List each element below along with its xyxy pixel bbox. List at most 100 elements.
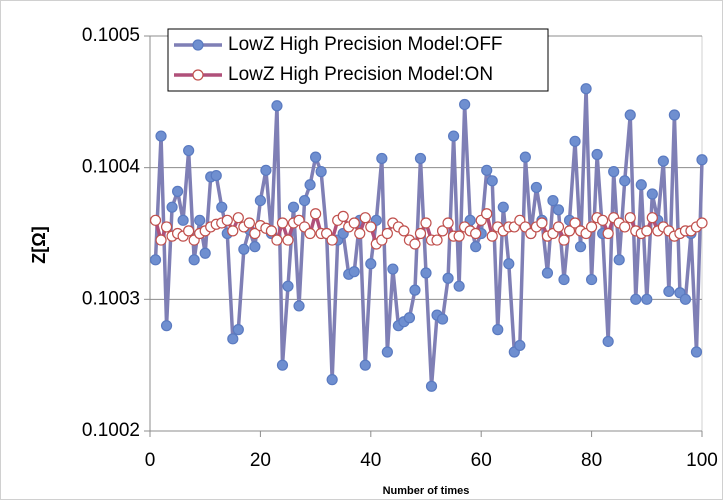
series-marker — [172, 185, 184, 197]
series-marker — [227, 333, 239, 345]
series-marker — [221, 214, 233, 226]
series-marker — [414, 152, 427, 165]
series-marker — [243, 217, 255, 229]
series-marker — [431, 234, 443, 246]
series-marker — [365, 221, 377, 233]
series-marker — [293, 300, 305, 312]
series-marker — [232, 324, 244, 336]
series-marker — [387, 263, 399, 275]
series-marker — [337, 210, 349, 222]
series-marker — [359, 359, 371, 371]
series-marker — [238, 243, 250, 255]
series-marker — [199, 247, 211, 259]
x-axis-label: Number of times — [383, 485, 470, 497]
series-marker — [298, 194, 311, 207]
y-tick-label: 0.1005 — [82, 25, 140, 46]
series-marker — [376, 152, 388, 165]
series-marker — [580, 83, 592, 95]
series-marker — [166, 201, 178, 213]
series-marker — [641, 225, 653, 237]
series-marker — [569, 217, 581, 229]
series-marker — [619, 221, 631, 233]
series-marker — [585, 273, 598, 286]
series-marker — [663, 285, 675, 298]
series-marker — [668, 109, 681, 121]
legend-marker — [192, 39, 204, 51]
series-marker — [282, 280, 294, 292]
series-marker — [635, 179, 647, 191]
series-marker — [149, 254, 162, 266]
series-marker — [585, 221, 598, 233]
series-marker — [547, 194, 559, 207]
series-marker — [398, 225, 410, 237]
series-marker — [254, 194, 266, 207]
series-marker — [646, 188, 658, 200]
series-marker — [641, 293, 653, 305]
series-line — [153, 86, 704, 388]
series-marker — [602, 227, 614, 240]
series-marker — [514, 339, 526, 352]
series-marker — [470, 227, 482, 240]
series-marker — [453, 280, 465, 292]
series-marker — [602, 335, 614, 348]
series-marker — [359, 212, 371, 224]
series-marker — [442, 217, 454, 229]
legend-label: LowZ High Precision Model:OFF — [228, 34, 503, 55]
series-marker — [326, 234, 338, 246]
series-marker — [348, 266, 360, 278]
series-marker — [287, 201, 300, 213]
series-marker — [569, 135, 581, 147]
series-marker — [436, 313, 449, 325]
series-marker — [183, 144, 195, 157]
series-marker — [541, 267, 554, 279]
series-marker — [558, 234, 570, 246]
series-marker — [657, 155, 669, 167]
series-marker — [420, 217, 432, 229]
series-marker — [160, 221, 173, 233]
y-tick-label: 0.1004 — [82, 157, 141, 178]
series-marker — [486, 175, 498, 187]
series-marker — [310, 208, 322, 220]
series-marker — [558, 273, 570, 286]
series-marker — [381, 227, 393, 240]
series-marker — [519, 151, 531, 163]
series-marker — [403, 312, 416, 324]
series-marker — [409, 238, 421, 250]
series-marker — [536, 217, 548, 229]
series-marker — [315, 166, 327, 178]
series-marker — [448, 130, 460, 142]
series-marker — [183, 225, 195, 237]
series-marker — [696, 217, 708, 229]
series-marker — [276, 359, 289, 371]
series-marker — [210, 169, 222, 182]
series-marker — [696, 154, 708, 166]
x-tick-label: 100 — [686, 450, 718, 471]
series-marker — [409, 284, 421, 296]
series-marker — [304, 227, 316, 240]
series-marker — [271, 234, 283, 246]
series-marker — [492, 324, 504, 336]
series-marker — [453, 230, 465, 242]
series-marker — [227, 225, 239, 237]
series-marker — [310, 151, 322, 163]
series-marker — [304, 179, 316, 191]
series-marker — [646, 212, 658, 224]
series-marker — [624, 212, 636, 224]
series-marker — [425, 380, 438, 392]
y-tick-label: 0.1003 — [82, 288, 140, 309]
series-marker — [597, 214, 609, 226]
series-marker — [574, 241, 587, 253]
x-tick-label: 80 — [581, 450, 602, 471]
series-marker — [552, 204, 565, 216]
legend-box — [167, 28, 549, 92]
series-marker — [381, 346, 393, 358]
series-marker — [188, 254, 200, 266]
series-marker — [630, 293, 642, 305]
series-marker — [232, 212, 244, 224]
x-tick-label: 60 — [471, 450, 492, 471]
series-marker — [442, 272, 454, 284]
x-tick-label: 0 — [145, 450, 156, 471]
series-marker — [459, 98, 471, 111]
series-marker — [276, 217, 289, 229]
